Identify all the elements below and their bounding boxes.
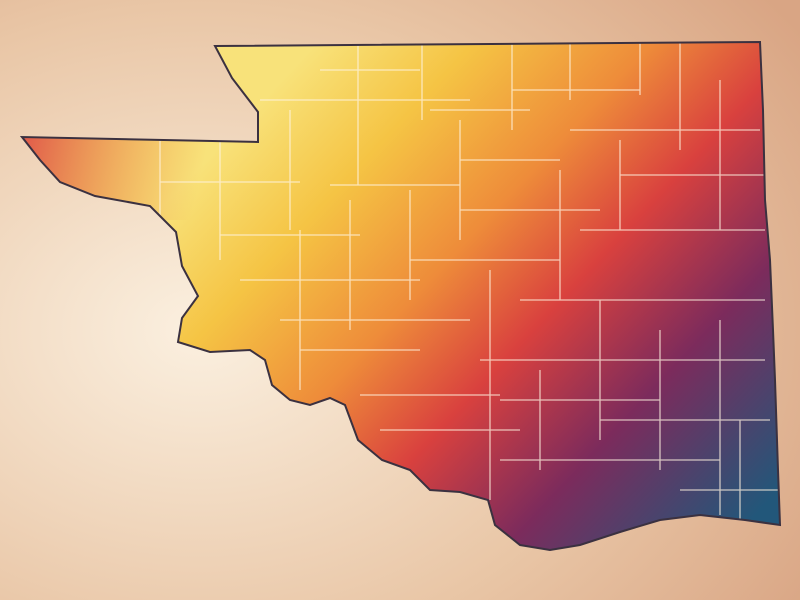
county-lines — [159, 43, 780, 520]
